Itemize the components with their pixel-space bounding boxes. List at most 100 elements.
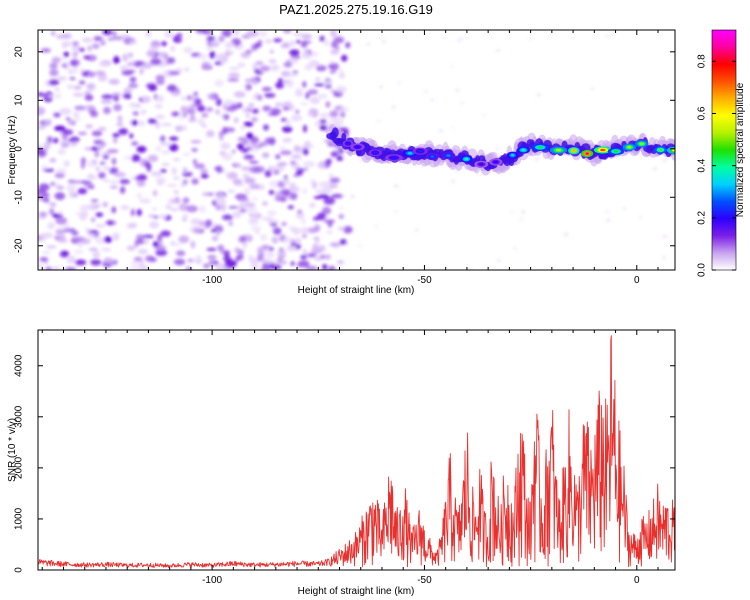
noise-blob (295, 237, 301, 245)
noise-blob (206, 40, 211, 46)
spectrogram-signal-track (325, 123, 675, 176)
noise-blob (218, 35, 225, 43)
noise-blob (49, 158, 57, 163)
noise-speck (513, 247, 517, 250)
noise-blob (54, 236, 61, 241)
noise-blob (249, 183, 260, 190)
snr-y-tick-label: 4000 (14, 354, 25, 377)
noise-blob (319, 112, 330, 119)
noise-blob (264, 137, 271, 144)
noise-blob (287, 205, 294, 209)
noise-blob (73, 249, 84, 255)
noise-blob (168, 143, 179, 152)
noise-blob (317, 161, 326, 169)
noise-blob (111, 206, 117, 214)
noise-blob (296, 212, 305, 220)
spectrogram-y-tick-label: 20 (14, 46, 25, 58)
noise-blob (248, 254, 253, 261)
snr-frame (37, 329, 676, 571)
noise-blob (129, 102, 137, 108)
noise-blob (328, 60, 335, 66)
noise-blob (84, 104, 95, 110)
noise-blob (90, 199, 99, 203)
noise-blob (305, 266, 318, 270)
noise-blob (264, 93, 276, 98)
noise-blob (323, 39, 330, 47)
noise-blob (176, 33, 183, 38)
noise-blob (252, 79, 259, 85)
noise-blob (269, 264, 282, 270)
noise-blob (328, 265, 336, 270)
noise-blob (194, 98, 202, 106)
spectrogram-x-ticks: -100 -50 0 (41, 30, 659, 286)
snr-x-axis-title: Height of straight line (km) (298, 586, 415, 597)
noise-blob (232, 162, 242, 168)
track-hotspot-peak (613, 150, 619, 153)
noise-blob (243, 147, 253, 151)
noise-blob (54, 87, 60, 92)
noise-blob (190, 218, 201, 225)
noise-blob (286, 73, 299, 77)
noise-blob (128, 266, 141, 270)
noise-blob (147, 118, 157, 124)
noise-speck (606, 210, 609, 213)
noise-blob (257, 247, 262, 254)
spectrogram-x-tick-label: 0 (634, 275, 640, 286)
noise-blob (323, 80, 334, 85)
noise-blob (61, 251, 69, 257)
noise-blob (292, 70, 299, 75)
noise-speck (521, 210, 526, 214)
noise-blob (328, 184, 338, 189)
noise-speck (382, 39, 386, 44)
track-hotspot-peak (572, 149, 576, 152)
noise-blob (38, 107, 46, 115)
noise-blob (103, 236, 113, 243)
noise-blob (56, 76, 68, 81)
noise-blob (290, 160, 297, 165)
noise-blob (108, 167, 119, 175)
noise-blob (92, 159, 97, 164)
noise-blob (50, 202, 57, 208)
noise-blob (112, 31, 117, 37)
noise-blob (297, 260, 310, 268)
noise-speck (611, 32, 616, 36)
noise-blob (206, 107, 214, 112)
noise-blob (77, 243, 83, 248)
noise-speck (639, 215, 642, 219)
noise-blob (154, 103, 163, 109)
noise-blob (140, 175, 148, 180)
noise-blob (148, 155, 158, 162)
noise-blob (198, 205, 207, 214)
track-hotspot-peak (479, 163, 484, 166)
noise-blob (157, 241, 164, 248)
noise-blob (261, 244, 271, 250)
noise-blob (155, 121, 161, 129)
noise-blob (237, 143, 244, 151)
noise-blob (330, 151, 338, 158)
noise-blob (169, 207, 179, 212)
noise-blob (233, 91, 246, 98)
noise-blob (157, 234, 163, 242)
noise-blob (308, 108, 319, 115)
colorbar-tick-label: 0.2 (697, 210, 708, 224)
noise-blob (97, 127, 107, 131)
noise-blob (112, 232, 120, 240)
noise-blob (66, 138, 75, 143)
noise-blob (139, 198, 152, 204)
noise-blob (102, 155, 110, 159)
noise-blob (90, 217, 96, 223)
noise-blob (318, 64, 325, 70)
noise-speck (528, 37, 532, 41)
noise-blob (57, 226, 67, 231)
noise-blob (338, 72, 345, 79)
noise-blob (49, 208, 55, 216)
noise-blob (123, 155, 134, 160)
noise-blob (206, 130, 215, 138)
noise-blob (244, 177, 256, 184)
noise-speck (379, 85, 383, 89)
noise-blob (90, 110, 98, 118)
noise-blob (211, 235, 219, 242)
noise-speck (495, 49, 501, 52)
noise-blob (214, 53, 226, 62)
noise-blob (308, 202, 317, 208)
